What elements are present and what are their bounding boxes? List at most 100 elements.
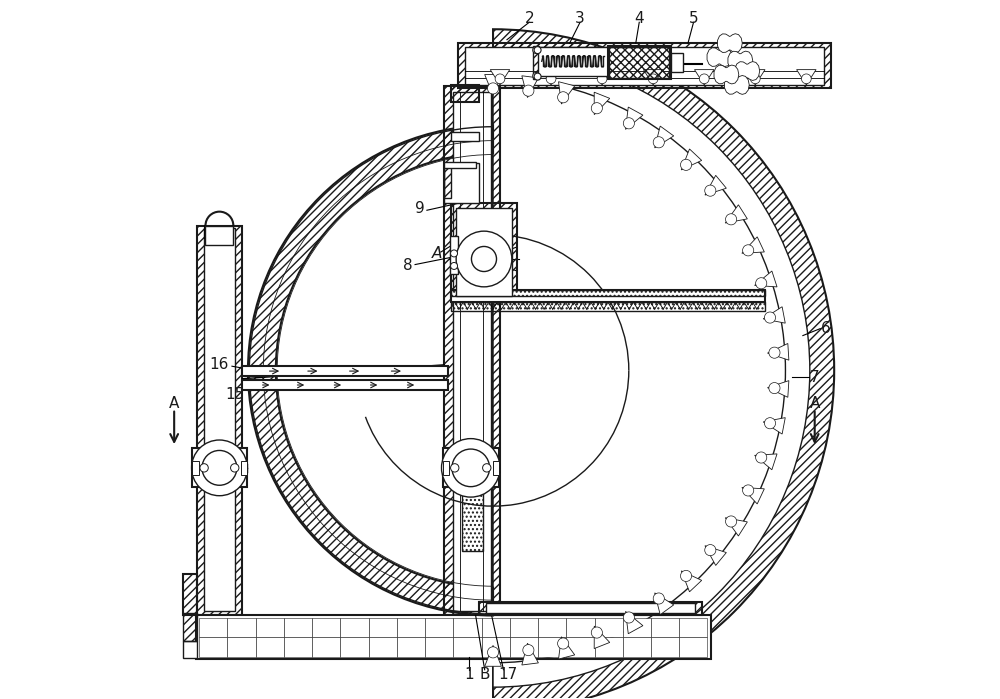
Bar — [284, 637, 312, 657]
Text: A: A — [431, 246, 442, 261]
Bar — [227, 637, 256, 657]
Bar — [242, 380, 448, 390]
Polygon shape — [594, 92, 610, 115]
Bar — [451, 289, 765, 302]
Polygon shape — [490, 70, 510, 85]
Circle shape — [699, 74, 709, 84]
Polygon shape — [655, 126, 674, 148]
Circle shape — [202, 450, 237, 485]
Bar — [679, 617, 707, 637]
Bar — [533, 46, 539, 80]
Bar — [482, 637, 510, 657]
Bar — [486, 603, 695, 612]
Bar — [538, 47, 608, 76]
Polygon shape — [707, 48, 732, 66]
Text: 7: 7 — [810, 370, 820, 385]
Bar — [479, 602, 702, 615]
Text: 9: 9 — [415, 201, 425, 217]
Circle shape — [756, 452, 767, 463]
Polygon shape — [643, 70, 663, 85]
Bar — [199, 637, 227, 657]
Text: 3: 3 — [575, 11, 585, 27]
Circle shape — [546, 74, 556, 84]
Bar — [609, 48, 669, 78]
Polygon shape — [717, 34, 742, 52]
Circle shape — [192, 440, 247, 496]
Circle shape — [533, 47, 540, 54]
Polygon shape — [681, 571, 702, 592]
Circle shape — [597, 74, 607, 84]
Polygon shape — [681, 149, 702, 170]
Circle shape — [452, 449, 490, 487]
Text: 5: 5 — [689, 11, 698, 27]
Polygon shape — [755, 271, 777, 287]
Bar — [465, 47, 824, 85]
Bar — [196, 615, 711, 659]
Polygon shape — [728, 51, 753, 70]
Polygon shape — [755, 454, 777, 470]
Bar — [671, 53, 683, 73]
Text: 1: 1 — [464, 667, 473, 682]
Circle shape — [648, 74, 658, 84]
Circle shape — [764, 312, 776, 323]
Circle shape — [653, 137, 664, 147]
Text: 17: 17 — [499, 667, 518, 682]
Polygon shape — [746, 70, 765, 85]
Bar — [444, 161, 476, 168]
Bar — [397, 617, 425, 637]
Circle shape — [623, 612, 634, 623]
Text: 15: 15 — [226, 387, 245, 402]
Polygon shape — [559, 82, 575, 104]
Text: 6: 6 — [821, 321, 831, 336]
Circle shape — [534, 73, 541, 80]
Polygon shape — [522, 643, 538, 665]
Circle shape — [231, 463, 239, 472]
Circle shape — [726, 516, 737, 527]
Circle shape — [680, 570, 692, 582]
Bar — [456, 208, 512, 296]
Polygon shape — [705, 175, 726, 195]
Bar — [453, 92, 491, 611]
Polygon shape — [655, 593, 674, 614]
Bar — [493, 461, 499, 475]
Bar — [369, 637, 397, 657]
Bar — [538, 617, 566, 637]
Circle shape — [523, 644, 534, 656]
Polygon shape — [485, 75, 501, 95]
Bar — [444, 163, 451, 198]
Bar — [183, 612, 197, 640]
Polygon shape — [735, 62, 760, 80]
Bar — [451, 85, 479, 102]
Circle shape — [523, 85, 534, 96]
Bar — [340, 617, 369, 637]
Bar — [566, 637, 595, 657]
Bar — [369, 617, 397, 637]
Circle shape — [769, 347, 780, 359]
Bar — [183, 640, 197, 658]
Bar — [451, 302, 765, 310]
Circle shape — [558, 92, 569, 103]
Circle shape — [495, 74, 505, 84]
Bar — [651, 637, 679, 657]
Circle shape — [442, 438, 500, 497]
Text: A: A — [810, 396, 820, 411]
Circle shape — [471, 247, 497, 271]
Polygon shape — [626, 107, 643, 129]
Circle shape — [534, 47, 541, 54]
Circle shape — [591, 103, 602, 114]
Bar — [595, 637, 623, 657]
Bar — [312, 617, 340, 637]
Circle shape — [483, 463, 491, 472]
Bar — [199, 617, 227, 637]
Text: 2: 2 — [524, 11, 534, 27]
Polygon shape — [626, 612, 643, 634]
Bar — [197, 226, 242, 615]
Circle shape — [750, 74, 760, 84]
Bar — [256, 637, 284, 657]
Circle shape — [487, 647, 499, 658]
Bar — [183, 574, 197, 615]
Bar — [458, 43, 831, 88]
Circle shape — [769, 382, 780, 394]
Bar — [482, 617, 510, 637]
Bar — [444, 163, 479, 203]
